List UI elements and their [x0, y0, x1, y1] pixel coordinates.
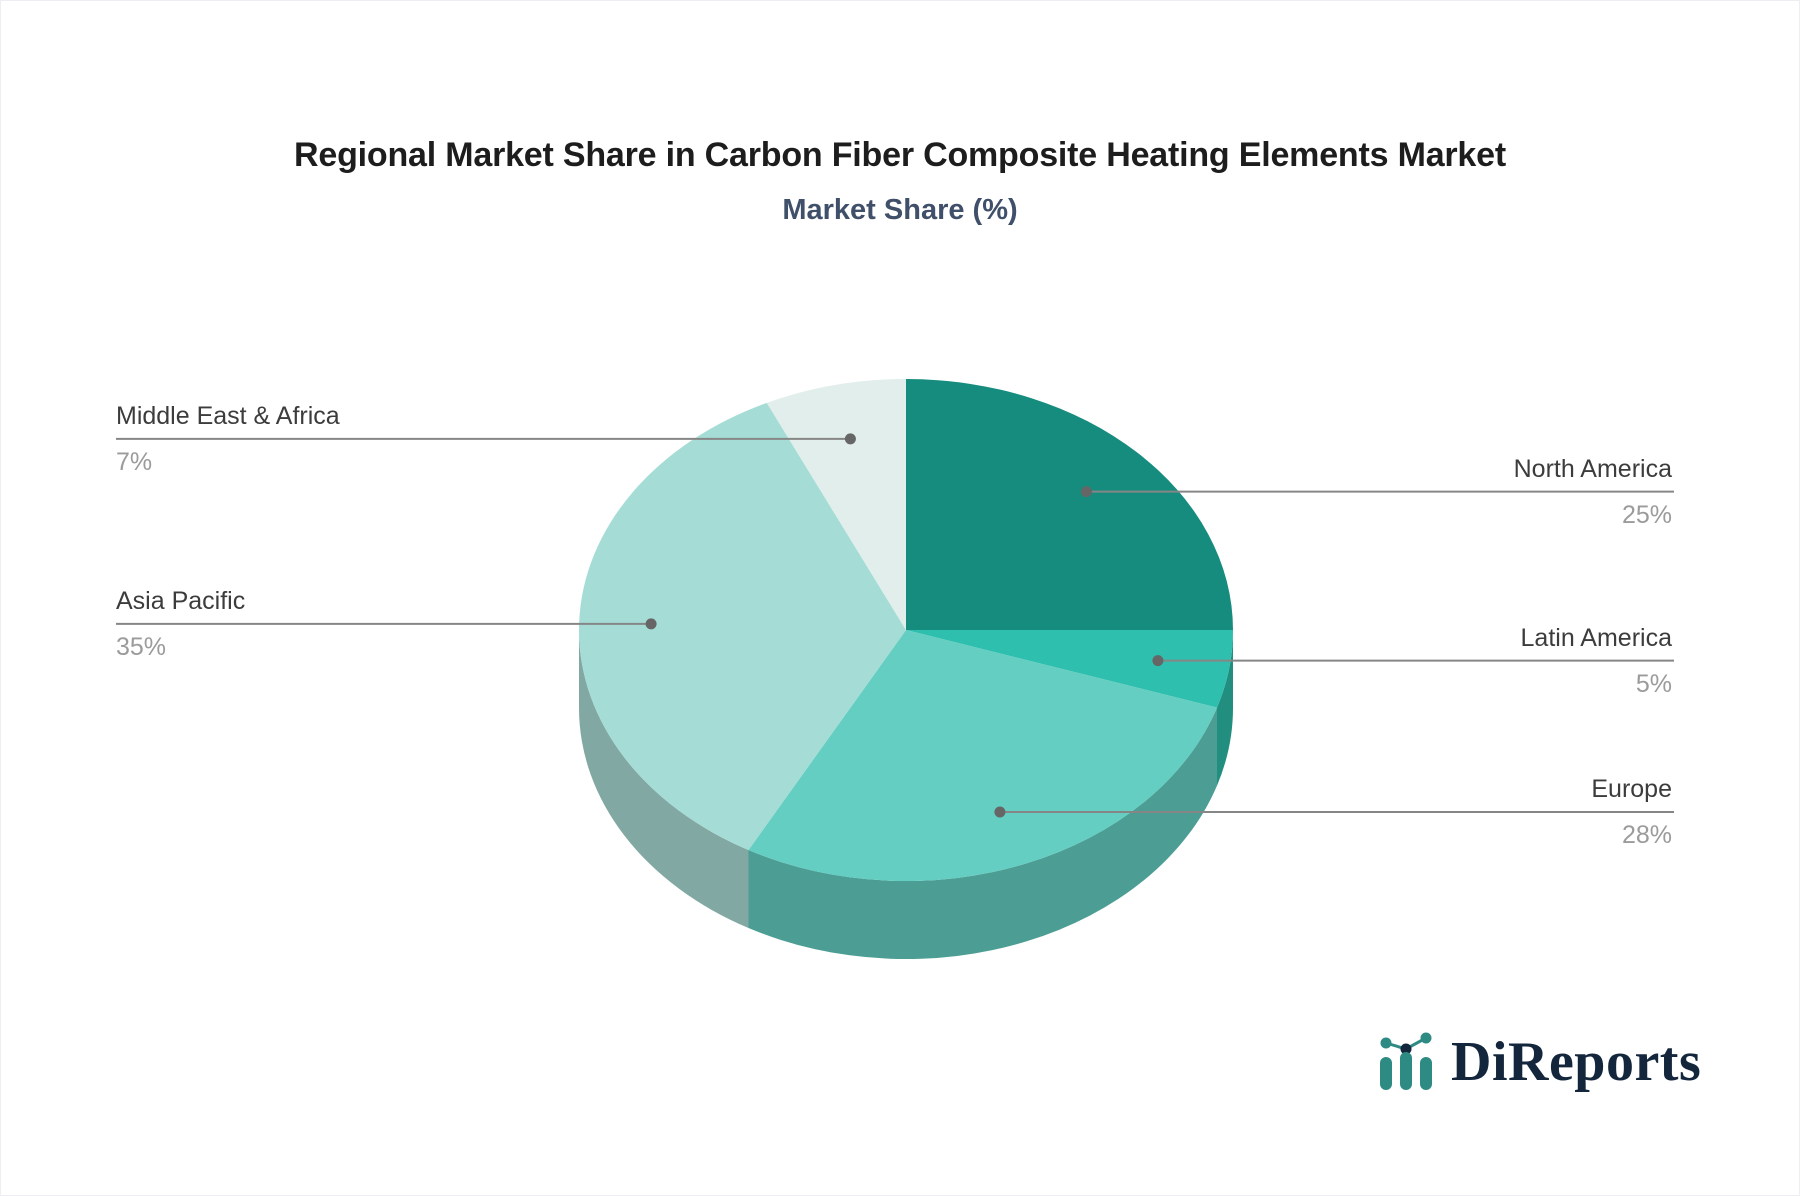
label-leader-dot — [844, 433, 856, 445]
chart-title: Regional Market Share in Carbon Fiber Co… — [294, 136, 1506, 174]
slice-label-name: Middle East & Africa — [116, 401, 340, 430]
pie-side-asia-pacific — [579, 630, 749, 928]
slice-label-name: Europe — [1591, 775, 1672, 804]
slice-label-percent: 28% — [1621, 821, 1672, 850]
label-leader-dot — [1152, 655, 1164, 667]
slice-label-name: Latin America — [1520, 623, 1672, 652]
chart-subtitle: Market Share (%) — [782, 194, 1018, 226]
slice-label-percent: 35% — [116, 632, 167, 661]
label-leader-dot — [645, 618, 657, 630]
slice-label-name: Asia Pacific — [116, 586, 246, 615]
label-leader-dot — [1080, 486, 1092, 498]
slice-label-percent: 7% — [116, 447, 153, 476]
brand-logo-text: DiReports — [1451, 1031, 1702, 1093]
pie-slice-latin-america[interactable] — [906, 630, 1234, 708]
pie-slice-europe[interactable] — [748, 630, 1218, 882]
brand-logo: DiReports — [1379, 1031, 1701, 1093]
pie-side-europe — [748, 707, 1217, 960]
slice-label-percent: 5% — [1635, 669, 1672, 698]
pie-side-latin-america — [1217, 630, 1234, 786]
label-leader-dot — [994, 806, 1006, 818]
slice-label-name: North America — [1513, 454, 1672, 483]
pie-slice-middle-east-africa[interactable] — [766, 379, 906, 630]
pie-slice-asia-pacific[interactable] — [578, 402, 906, 850]
pie-slice-north-america[interactable] — [906, 379, 1233, 630]
logo-bars-icon — [1380, 1032, 1432, 1090]
slice-label-percent: 25% — [1621, 500, 1672, 529]
